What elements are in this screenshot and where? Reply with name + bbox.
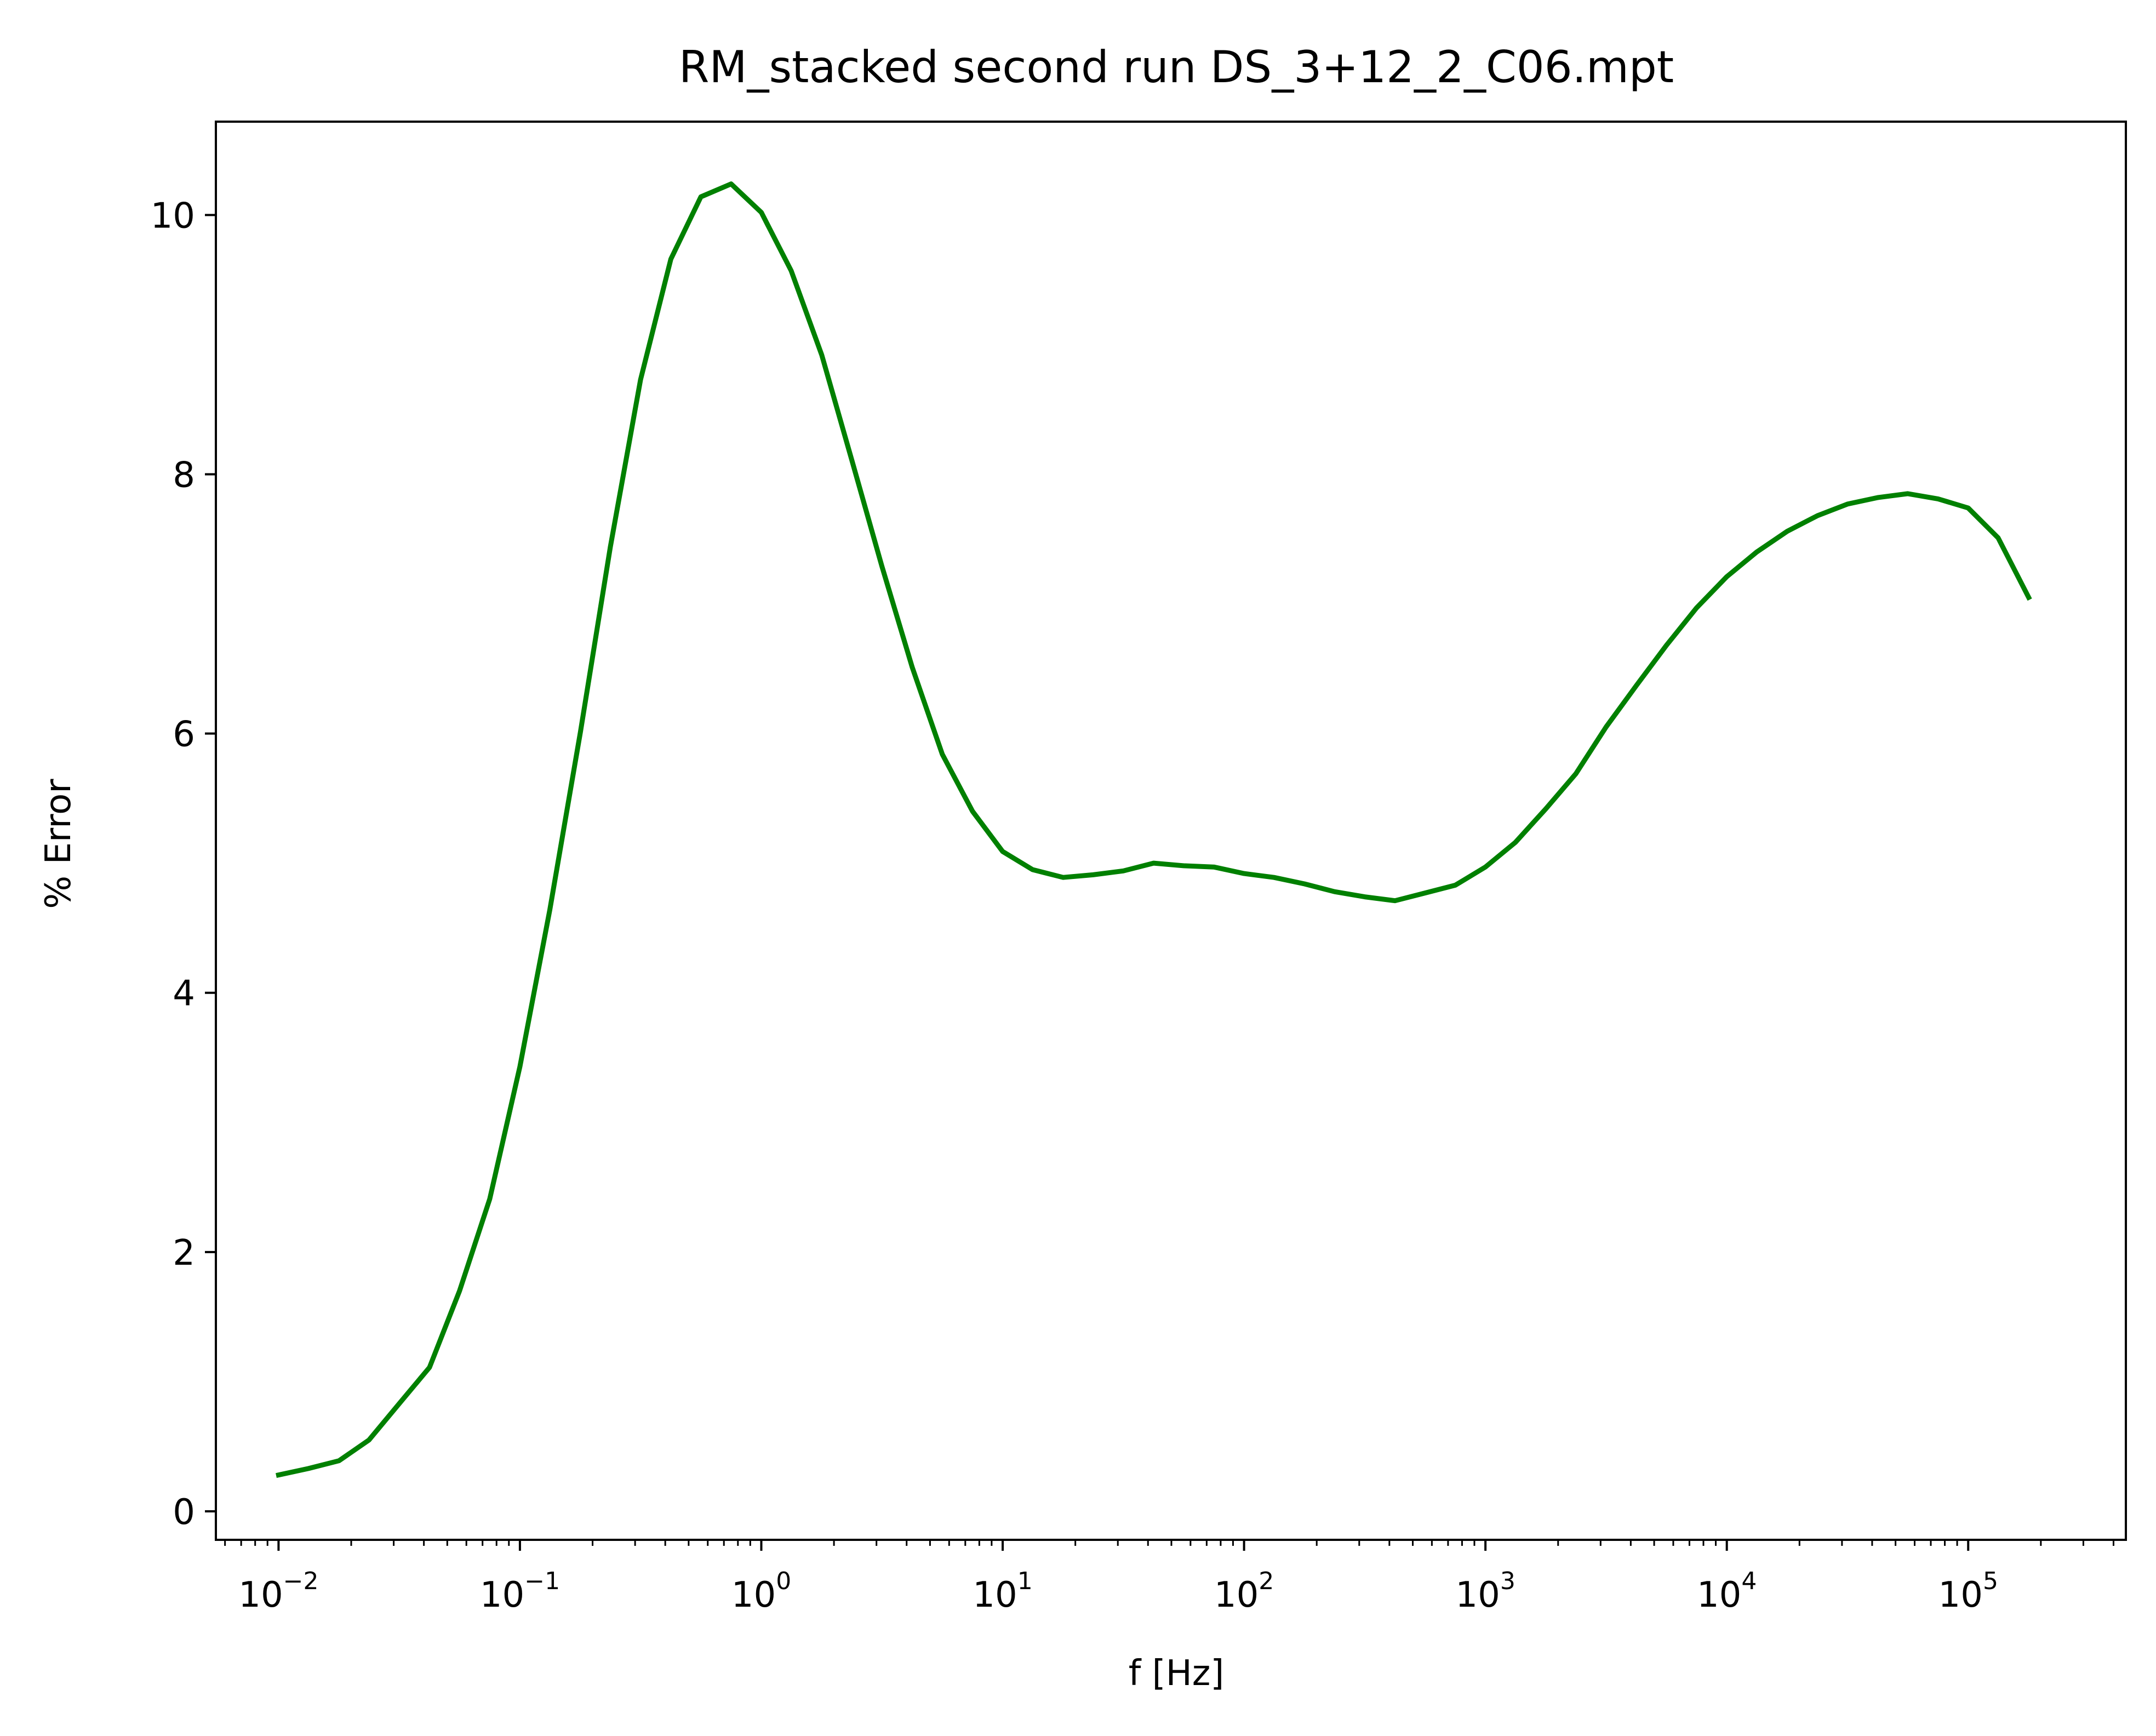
y-tick-label: 8 [173, 455, 195, 495]
y-axis-label: % Error [38, 779, 79, 909]
y-tick-label: 4 [173, 974, 195, 1014]
x-tick-label: 10−2 [238, 1567, 318, 1615]
y-tick-label: 0 [173, 1492, 195, 1533]
x-tick-label: 104 [1697, 1567, 1757, 1615]
y-tick-label: 6 [173, 715, 195, 755]
x-axis-label: f [Hz] [1129, 1653, 1225, 1694]
series-line-0 [276, 181, 2032, 1478]
y-tick-label: 2 [173, 1233, 195, 1274]
chart-title: RM_stacked second run DS_3+12_2_C06.mpt [679, 42, 1674, 93]
y-tick-label: 10 [151, 196, 195, 236]
